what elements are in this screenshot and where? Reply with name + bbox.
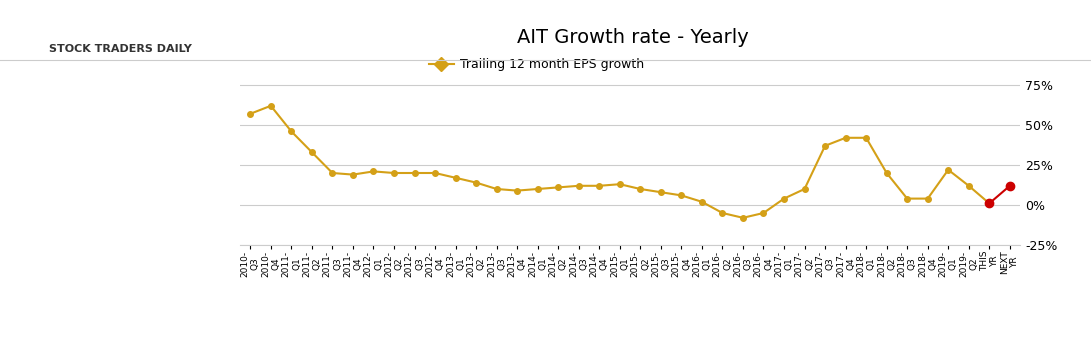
Legend: Trailing 12 month EPS growth: Trailing 12 month EPS growth [423,53,649,76]
Text: AIT Growth rate - Yearly: AIT Growth rate - Yearly [517,28,748,47]
Text: STOCK TRADERS DAILY: STOCK TRADERS DAILY [49,44,191,54]
